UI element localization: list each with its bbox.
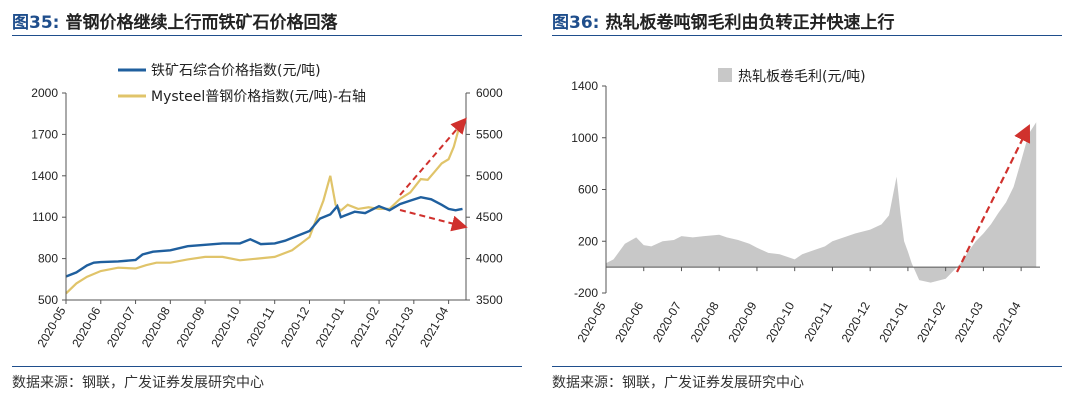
title-rule — [552, 35, 1062, 36]
y-left-tick-label: 2000 — [31, 86, 58, 100]
legend-label-iron-ore: 铁矿石综合价格指数(元/吨) — [151, 63, 321, 79]
x-tick-label: 2020-11 — [801, 299, 835, 344]
x-tick-label: 2020-12 — [278, 304, 312, 349]
legend-label-steel: Mysteel普钢价格指数(元/吨)-右轴 — [151, 89, 366, 105]
y-right-tick-label: 4000 — [476, 252, 503, 266]
steel-ore-chart: 500 800 1100 1400 1700 2000 3500 4000 4500 5000 55… — [31, 63, 503, 350]
series-line-steel — [65, 126, 463, 295]
y-left-tick-label: 1400 — [31, 169, 58, 183]
x-tick-label: 2020-08 — [688, 299, 722, 344]
x-tick-label: 2021-01 — [313, 304, 347, 349]
arrow-up — [956, 124, 1031, 273]
legend-swatch-margin — [718, 68, 732, 82]
x-tick-label: 2020-10 — [208, 304, 242, 349]
figure-title-text: 热轧板卷吨钢毛利由负转正并快速上行 — [605, 13, 895, 33]
x-tick-label: 2021-04 — [990, 299, 1024, 344]
y-left-tick-label: 500 — [38, 293, 58, 307]
x-tick-label: 2020-11 — [244, 304, 278, 349]
x-tick-label: 2020-12 — [839, 299, 873, 344]
y-right-tick-label: 5500 — [476, 127, 503, 141]
x-tick-label: 2020-06 — [69, 304, 103, 349]
figure-number: 图35: — [12, 13, 60, 33]
x-tick-label: 2021-02 — [347, 304, 381, 349]
title-rule — [12, 35, 522, 36]
y-right-tick-label: 5000 — [476, 169, 503, 183]
y-right-tick-label: 6000 — [476, 86, 503, 100]
x-tick-label: 2020-07 — [650, 299, 684, 344]
x-tick-label: 2021-03 — [382, 304, 416, 349]
series-area-margin — [606, 122, 1037, 283]
x-tick-label: 2021-01 — [876, 299, 910, 344]
annotation-arrows — [956, 124, 1031, 273]
y-tick-label: 600 — [578, 183, 598, 197]
arrow-down — [399, 209, 468, 232]
legend: 热轧板卷毛利(元/吨) — [718, 68, 866, 85]
y-tick-label: -200 — [574, 286, 598, 300]
series-layer — [65, 126, 463, 295]
figure-title-text: 普钢价格继续上行而铁矿石价格回落 — [65, 13, 338, 33]
x-tick-label: 2020-07 — [104, 304, 138, 349]
y-left-tick-label: 1100 — [32, 210, 58, 224]
legend: 铁矿石综合价格指数(元/吨) Mysteel普钢价格指数(元/吨)-右轴 — [118, 63, 366, 105]
source-rule — [552, 366, 1062, 367]
x-tick-label: 2020-09 — [174, 304, 208, 349]
y-left-tick-label: 800 — [38, 252, 58, 266]
figure-number: 图36: — [552, 13, 600, 33]
figure-title: 图35: 普钢价格继续上行而铁矿石价格回落 — [12, 8, 337, 33]
source-note: 数据来源：钢联，广发证券发展研究中心 — [552, 375, 804, 391]
x-tick-label: 2020-06 — [612, 299, 646, 344]
y-right-tick-label: 3500 — [476, 293, 503, 307]
legend-label-margin: 热轧板卷毛利(元/吨) — [738, 69, 866, 85]
x-tick-label: 2021-04 — [417, 304, 451, 349]
x-tick-label: 2020-09 — [725, 299, 759, 344]
y-right-tick-label: 4500 — [476, 210, 503, 224]
figure-36: 图36: 热轧板卷吨钢毛利由负转正并快速上行 -200 200 600 1000 1400… — [540, 0, 1080, 404]
series-layer — [606, 122, 1037, 283]
y-tick-label: 200 — [578, 234, 598, 248]
x-tick-label: 2020-10 — [763, 299, 797, 344]
source-rule — [12, 366, 522, 367]
annotation-arrows — [399, 117, 468, 232]
y-tick-label: 1000 — [571, 131, 598, 145]
x-tick-label: 2021-02 — [914, 299, 948, 344]
x-tick-label: 2021-03 — [952, 299, 986, 344]
arrow-up — [399, 117, 467, 196]
source-note: 数据来源：钢联，广发证券发展研究中心 — [12, 375, 264, 391]
series-line-iron-ore — [65, 195, 463, 278]
y-left-tick-label: 1700 — [31, 127, 58, 141]
y-tick-label: 1400 — [571, 79, 598, 93]
figure-title: 图36: 热轧板卷吨钢毛利由负转正并快速上行 — [552, 8, 894, 33]
x-tick-label: 2020-05 — [574, 299, 608, 344]
figure-35: 图35: 普钢价格继续上行而铁矿石价格回落 500 800 1100 1400 1700 2… — [12, 8, 522, 391]
x-tick-label: 2020-05 — [34, 304, 68, 349]
x-tick-label: 2020-08 — [139, 304, 173, 349]
